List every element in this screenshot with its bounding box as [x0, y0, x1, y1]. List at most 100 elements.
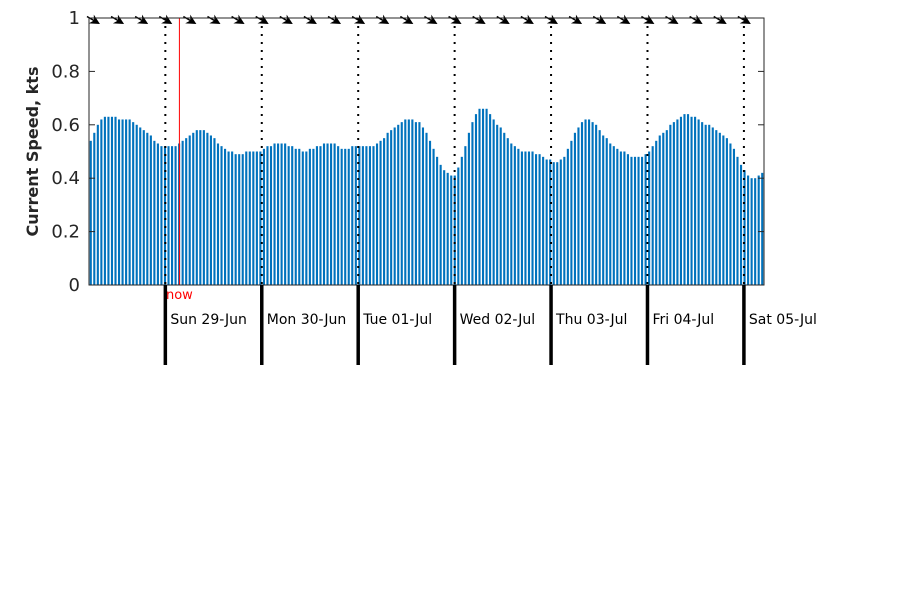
speed-bar — [231, 151, 234, 285]
speed-bar — [630, 156, 633, 285]
speed-bar — [305, 151, 308, 285]
speed-bar — [277, 143, 280, 285]
speed-bar — [404, 119, 407, 286]
speed-bar — [549, 159, 552, 285]
speed-bar — [626, 154, 629, 285]
speed-bar — [238, 154, 241, 285]
speed-bar — [195, 130, 198, 285]
speed-bar — [729, 143, 732, 285]
speed-bars — [89, 108, 764, 286]
speed-bar — [344, 148, 347, 285]
speed-bar — [732, 148, 736, 285]
speed-bar — [736, 156, 739, 285]
speed-bar — [492, 119, 495, 286]
y-axis-label: Current Speed, kts — [23, 67, 42, 237]
speed-bar — [107, 116, 110, 285]
speed-bar — [658, 135, 661, 285]
speed-bar — [89, 140, 92, 285]
speed-bar — [393, 127, 396, 285]
speed-bar — [397, 124, 400, 285]
day-label: Sun 29-Jun — [170, 312, 247, 328]
speed-bar — [284, 143, 287, 285]
y-tick-label: 0.8 — [51, 61, 80, 82]
speed-bar — [368, 146, 372, 285]
speed-bar — [224, 148, 227, 285]
speed-bar — [174, 146, 177, 285]
speed-bar — [301, 151, 304, 285]
direction-arrows — [86, 14, 751, 24]
speed-bar — [259, 151, 262, 285]
speed-bar — [534, 154, 538, 285]
speed-bar — [580, 122, 584, 285]
speed-bar — [347, 148, 350, 285]
speed-bar — [421, 127, 425, 285]
speed-bar — [471, 122, 474, 285]
speed-bar — [156, 143, 159, 285]
speed-bar — [199, 130, 202, 285]
speed-bar — [234, 154, 237, 285]
speed-bar — [556, 162, 559, 285]
speed-bar — [337, 146, 340, 285]
speed-bar — [227, 151, 230, 285]
speed-bar — [672, 122, 675, 285]
y-tick-label: 1 — [69, 8, 80, 29]
speed-bar — [322, 143, 326, 285]
speed-bar — [358, 146, 361, 285]
speed-bar — [718, 132, 721, 285]
now-marker-group: now — [166, 18, 193, 303]
speed-bar — [489, 114, 492, 286]
speed-bar — [185, 138, 188, 285]
speed-bar — [365, 146, 368, 285]
speed-bar — [676, 119, 679, 286]
speed-bar — [96, 124, 99, 285]
speed-bar — [616, 148, 619, 285]
speed-bar — [595, 124, 598, 285]
speed-bar — [241, 154, 244, 285]
day-label: Sat 05-Jul — [749, 312, 817, 328]
speed-bar — [602, 135, 605, 285]
speed-bar — [524, 151, 527, 285]
speed-bar — [202, 130, 205, 285]
speed-bar — [538, 154, 541, 285]
speed-bar — [139, 127, 142, 285]
speed-bar — [439, 164, 442, 285]
speed-bar — [517, 148, 520, 285]
speed-bar — [315, 146, 318, 285]
speed-bar — [750, 178, 753, 285]
speed-bar — [269, 146, 273, 285]
speed-bar — [114, 116, 117, 285]
speed-bar — [559, 159, 562, 285]
speed-bar — [552, 162, 555, 285]
speed-bar — [100, 119, 103, 286]
speed-bar — [598, 130, 601, 285]
speed-bar — [669, 124, 672, 285]
speed-bar — [432, 148, 435, 285]
speed-bar — [474, 114, 478, 286]
speed-bar — [170, 146, 174, 285]
speed-bar — [701, 122, 704, 285]
y-tick-label: 0 — [69, 275, 80, 296]
speed-bar — [192, 132, 195, 285]
speed-bar — [407, 119, 410, 286]
speed-bar — [573, 132, 576, 285]
speed-bar — [125, 119, 128, 286]
speed-bar — [121, 119, 124, 286]
speed-bar — [467, 132, 470, 285]
speed-bar — [485, 108, 488, 285]
speed-bar — [110, 116, 114, 285]
speed-bar — [637, 156, 640, 285]
speed-bar — [273, 143, 276, 285]
speed-bar — [464, 146, 467, 285]
speed-bar — [690, 116, 693, 285]
speed-bar — [520, 151, 523, 285]
speed-bar — [266, 146, 269, 285]
speed-bar — [496, 124, 499, 285]
speed-bar — [220, 146, 223, 285]
speed-bar — [662, 132, 665, 285]
speed-bar — [715, 130, 718, 285]
speed-bar — [739, 164, 743, 285]
speed-bar — [400, 122, 403, 285]
speed-bar — [291, 146, 294, 285]
speed-bar — [146, 132, 149, 285]
speed-bar — [708, 124, 711, 285]
